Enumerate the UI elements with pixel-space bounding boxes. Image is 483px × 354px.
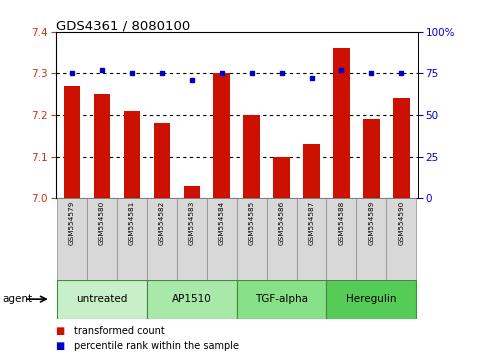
Text: GSM554580: GSM554580	[99, 201, 105, 245]
Bar	[147, 280, 237, 319]
Bar	[64, 86, 80, 198]
Bar	[147, 198, 177, 280]
Text: ■: ■	[56, 326, 65, 336]
Bar	[393, 98, 410, 198]
Bar	[207, 198, 237, 280]
Bar	[177, 198, 207, 280]
Text: agent: agent	[2, 294, 32, 304]
Text: GSM554583: GSM554583	[189, 201, 195, 245]
Text: GSM554589: GSM554589	[369, 201, 374, 245]
Bar	[237, 198, 267, 280]
Text: percentile rank within the sample: percentile rank within the sample	[74, 341, 239, 351]
Bar	[303, 144, 320, 198]
Text: GSM554581: GSM554581	[129, 201, 135, 245]
Text: GSM554582: GSM554582	[159, 201, 165, 245]
Bar	[356, 198, 386, 280]
Text: GSM554588: GSM554588	[339, 201, 344, 245]
Text: Heregulin: Heregulin	[346, 294, 397, 304]
Text: GSM554585: GSM554585	[249, 201, 255, 245]
Bar	[267, 198, 297, 280]
Bar	[117, 198, 147, 280]
Bar	[386, 198, 416, 280]
Text: AP1510: AP1510	[172, 294, 212, 304]
Text: transformed count: transformed count	[74, 326, 165, 336]
Text: ■: ■	[56, 341, 65, 351]
Bar	[363, 119, 380, 198]
Text: GSM554586: GSM554586	[279, 201, 284, 245]
Bar	[333, 48, 350, 198]
Text: GSM554579: GSM554579	[69, 201, 75, 245]
Bar	[273, 157, 290, 198]
Text: GSM554590: GSM554590	[398, 201, 404, 245]
Text: TGF-alpha: TGF-alpha	[255, 294, 308, 304]
Bar	[87, 198, 117, 280]
Bar	[184, 186, 200, 198]
Text: GSM554587: GSM554587	[309, 201, 314, 245]
Text: GDS4361 / 8080100: GDS4361 / 8080100	[56, 19, 190, 33]
Bar	[94, 94, 110, 198]
Bar	[154, 124, 170, 198]
Bar	[57, 198, 87, 280]
Bar	[124, 111, 140, 198]
Bar	[327, 280, 416, 319]
Bar	[243, 115, 260, 198]
Bar	[237, 280, 327, 319]
Bar	[213, 74, 230, 198]
Bar	[297, 198, 327, 280]
Bar	[57, 280, 147, 319]
Text: GSM554584: GSM554584	[219, 201, 225, 245]
Bar	[327, 198, 356, 280]
Text: untreated: untreated	[76, 294, 128, 304]
